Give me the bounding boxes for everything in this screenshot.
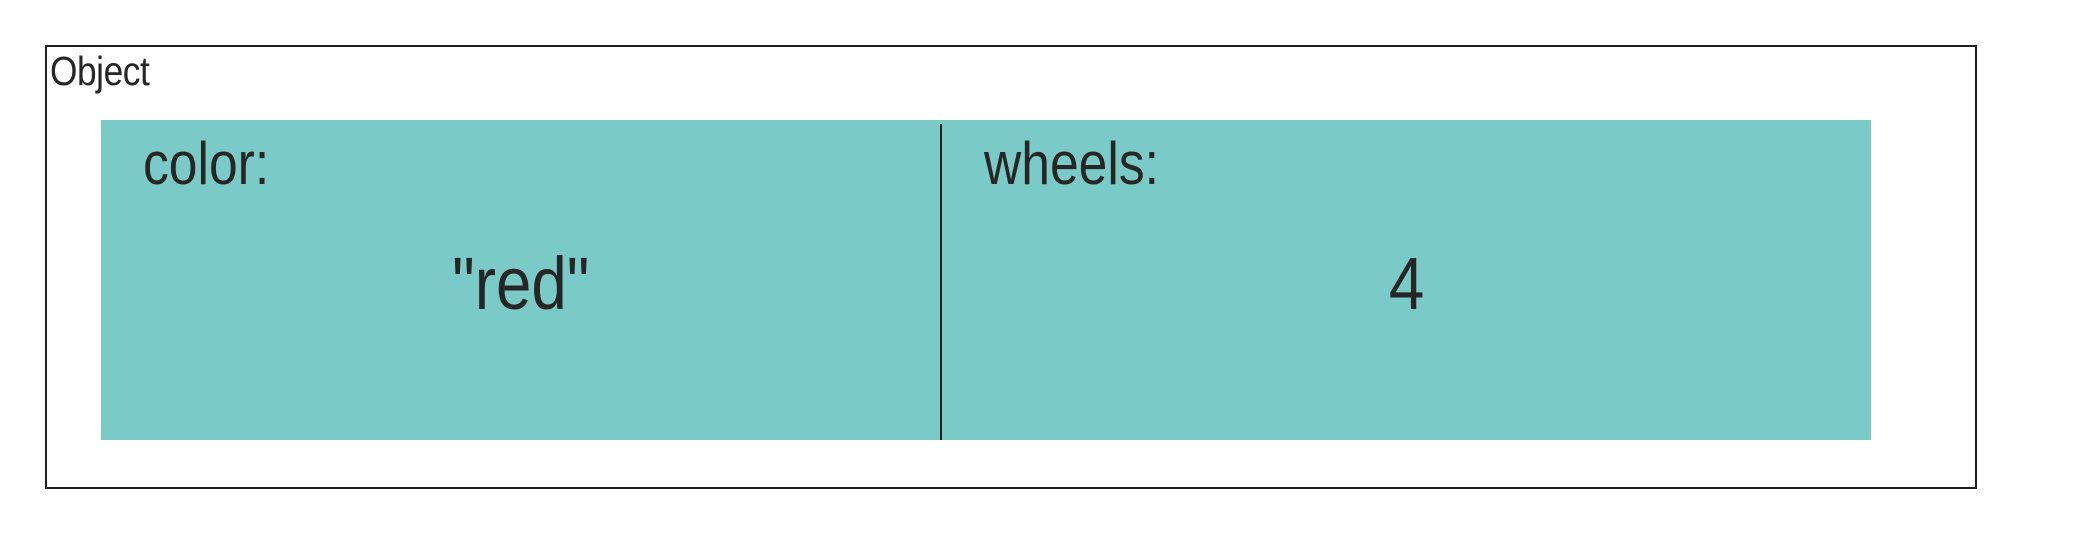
properties-row: color: "red" wheels: 4 bbox=[101, 120, 1871, 440]
property-cell-color: color: "red" bbox=[101, 124, 942, 440]
property-value-color: "red" bbox=[101, 244, 940, 324]
object-title: Object bbox=[50, 48, 150, 94]
property-value-wheels: 4 bbox=[942, 244, 1871, 324]
property-value-wheels-text: 4 bbox=[1388, 242, 1425, 325]
property-key-wheels: wheels: bbox=[984, 130, 1159, 197]
property-cell-wheels: wheels: 4 bbox=[942, 120, 1871, 440]
property-key-color: color: bbox=[143, 130, 270, 197]
property-value-color-text: "red" bbox=[451, 242, 590, 325]
object-container: Object color: "red" wheels: 4 bbox=[45, 45, 1977, 489]
